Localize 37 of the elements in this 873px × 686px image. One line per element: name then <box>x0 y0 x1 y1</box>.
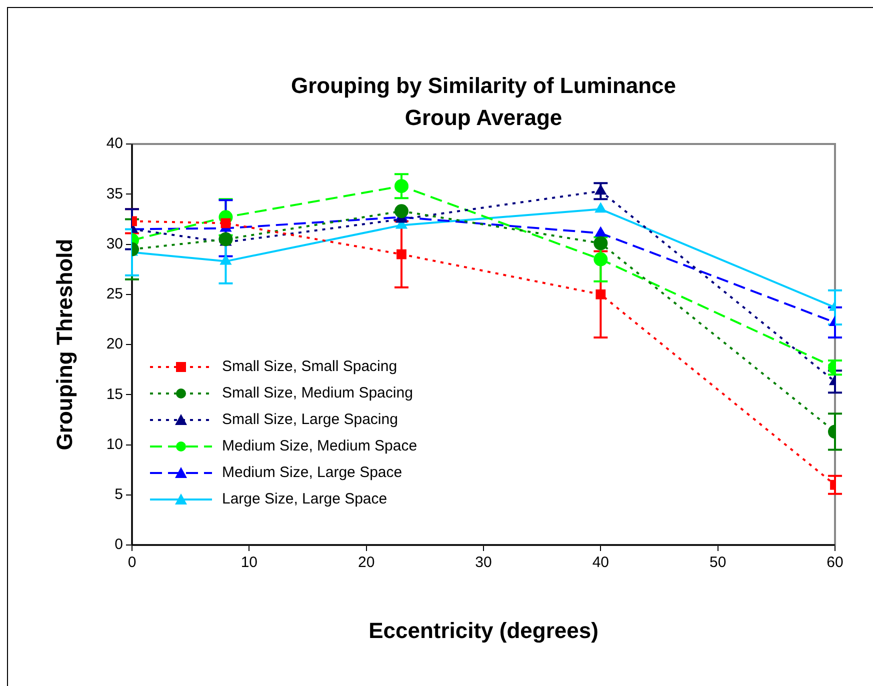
y-tick-label: 30 <box>106 235 123 252</box>
chart-title: Grouping by Similarity of Luminance <box>290 73 676 98</box>
point <box>218 232 233 246</box>
point <box>394 204 408 218</box>
point <box>220 254 232 265</box>
x-tick-label: 60 <box>826 554 844 572</box>
x-tick-label: 10 <box>240 554 258 572</box>
point <box>396 249 406 260</box>
x-tick-label: 0 <box>128 554 136 572</box>
point <box>394 179 408 194</box>
legend-label: Medium Size, Large Space <box>222 464 402 482</box>
point <box>594 252 608 266</box>
x-tick-label: 20 <box>358 554 375 572</box>
x-axis-title: Eccentricity (degrees) <box>368 618 598 644</box>
legend-label: Large Size, Large Space <box>222 490 388 508</box>
y-tick-label: 40 <box>106 135 123 152</box>
y-tick-label: 20 <box>106 336 123 353</box>
point <box>596 289 606 300</box>
y-tick-label: 10 <box>106 436 123 453</box>
y-tick-label: 35 <box>106 185 123 202</box>
y-axis-title: Grouping Threshold <box>52 238 78 450</box>
chart-subtitle: Group Average <box>404 105 562 130</box>
point <box>594 236 608 250</box>
x-tick-label: 40 <box>592 554 610 572</box>
y-tick-label: 5 <box>114 486 123 504</box>
point <box>220 218 231 228</box>
y-tick-label: 15 <box>106 386 123 403</box>
legend-label: Small Size, Medium Spacing <box>222 384 413 402</box>
point <box>594 226 607 237</box>
y-tick-label: 25 <box>106 286 123 303</box>
point <box>594 202 607 213</box>
y-tick-label: 0 <box>114 536 123 554</box>
x-tick-label: 30 <box>475 554 492 572</box>
legend-label: Medium Size, Medium Space <box>222 438 418 455</box>
legend-label: Small Size, Large Spacing <box>222 411 398 428</box>
legend-label: Small Size, Small Spacing <box>222 358 398 376</box>
x-tick-label: 50 <box>709 554 726 572</box>
